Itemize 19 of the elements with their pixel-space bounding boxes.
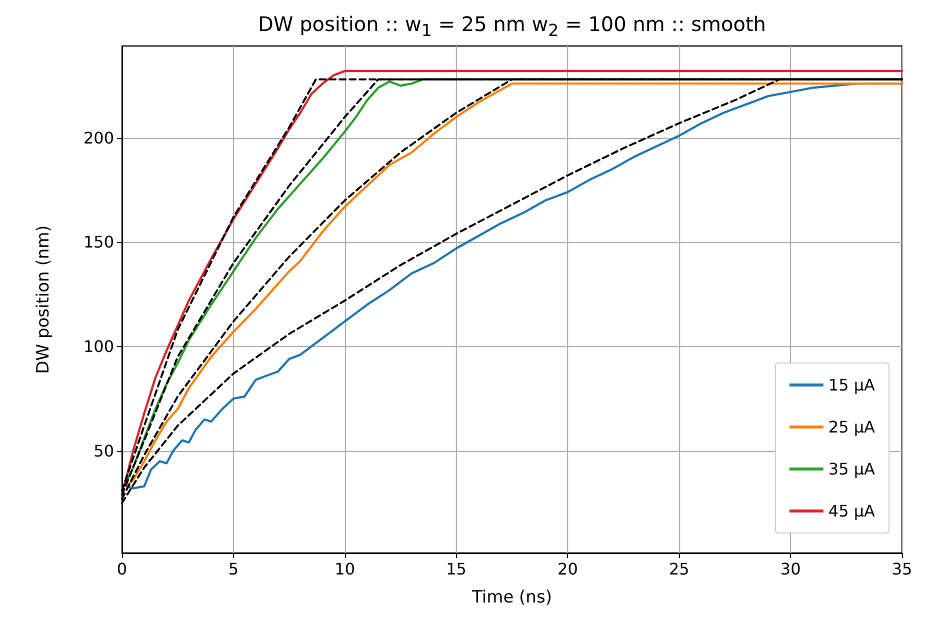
legend-label: 35 µA [828,460,876,478]
x-tick-label: 10 [334,560,356,578]
x-tick-label: 30 [780,560,801,578]
legend-label: 45 µA [828,502,876,520]
y-tick-label: 200 [83,128,114,148]
legend-label: 15 µA [828,376,876,394]
x-axis-title: Time (ns) [471,588,552,608]
y-tick-label: 150 [83,232,114,252]
x-tick-label: 20 [558,560,578,578]
x-tick-label: 5 [228,560,239,578]
x-tick-label: 25 [668,560,690,578]
legend-label: 25 µA [828,418,876,436]
y-axis-title: DW position (nm) [34,225,54,374]
y-tick-label: 100 [83,336,114,356]
y-tick-label: 50 [94,441,114,460]
x-tick-label: 15 [446,560,466,578]
x-tick-label: 35 [892,560,912,578]
x-tick-label: 0 [116,560,128,578]
chart-title: DW position :: w$_{1}$ = 25 nm w$_{2}$ = 100 nm :: smooth [257,12,767,40]
